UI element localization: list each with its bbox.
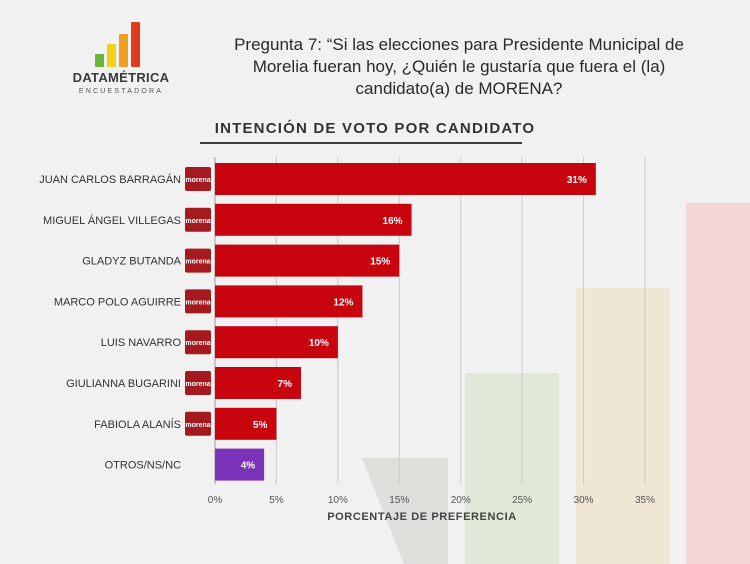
morena-badge-label: morena: [185, 299, 210, 306]
data-label: 31%: [567, 175, 587, 186]
x-tick-label: 35%: [635, 495, 655, 506]
category-label: GIULIANNA BUGARINI: [66, 378, 181, 390]
data-label: 5%: [253, 420, 268, 431]
x-tick-label: 15%: [389, 495, 409, 506]
morena-badge-label: morena: [185, 340, 210, 347]
bar: [215, 163, 596, 195]
morena-badge: [185, 167, 211, 191]
category-label: MARCO POLO AGUIRRE: [54, 296, 181, 308]
logo-subtitle: ENCUESTADORA: [78, 88, 164, 95]
morena-badge-label: morena: [185, 177, 210, 184]
bar: [215, 244, 400, 277]
data-label: 16%: [383, 216, 403, 227]
data-label: 15%: [370, 257, 390, 268]
title-underline: [200, 142, 522, 144]
data-label: 4%: [241, 461, 256, 472]
morena-badge-label: morena: [185, 422, 210, 429]
data-label: 10%: [309, 338, 329, 349]
x-tick-label: 10%: [328, 495, 348, 506]
bar: [215, 326, 338, 359]
category-label: FABIOLA ALANÍS: [94, 418, 181, 431]
datametrica-logo: DATAMÉTRICA ENCUESTADORA: [56, 18, 186, 100]
morena-badge: [185, 371, 211, 395]
category-label: MIGUEL ÁNGEL VILLEGAS: [43, 214, 181, 227]
category-label: OTROS/NS/NC: [105, 460, 181, 472]
x-tick-label: 0%: [208, 495, 223, 506]
x-tick-label: 25%: [512, 495, 532, 506]
bar: [215, 203, 412, 236]
morena-badge: [185, 248, 211, 273]
x-tick-label: 5%: [269, 495, 284, 506]
survey-question: Pregunta 7: “Si las elecciones para Pres…: [234, 35, 684, 98]
category-label: GLADYZ BUTANDA: [82, 256, 181, 268]
x-tick-label: 30%: [574, 495, 594, 506]
x-axis-label: PORCENTAJE DE PREFERENCIA: [327, 511, 517, 523]
bar: [215, 285, 363, 318]
category-label: LUIS NAVARRO: [101, 337, 182, 349]
x-tick-label: 20%: [451, 495, 471, 506]
logo-name: DATAMÉTRICA: [72, 70, 170, 85]
bar: [215, 407, 277, 440]
data-label: 7%: [278, 379, 293, 390]
chart-title: INTENCIÓN DE VOTO POR CANDIDATO: [214, 120, 536, 137]
morena-badge: [185, 330, 211, 355]
morena-badge: [185, 207, 211, 232]
morena-badge: [185, 289, 211, 314]
morena-badge-label: morena: [185, 259, 210, 266]
category-label: JUAN CARLOS BARRAGÁN: [39, 173, 181, 186]
morena-badge: [185, 411, 211, 436]
bar-chart-logo-icon: [95, 22, 140, 67]
data-label: 12%: [333, 297, 353, 308]
morena-badge-label: morena: [185, 381, 210, 388]
bar: [215, 367, 301, 399]
bar: [215, 448, 265, 481]
morena-badge-label: morena: [185, 218, 210, 225]
